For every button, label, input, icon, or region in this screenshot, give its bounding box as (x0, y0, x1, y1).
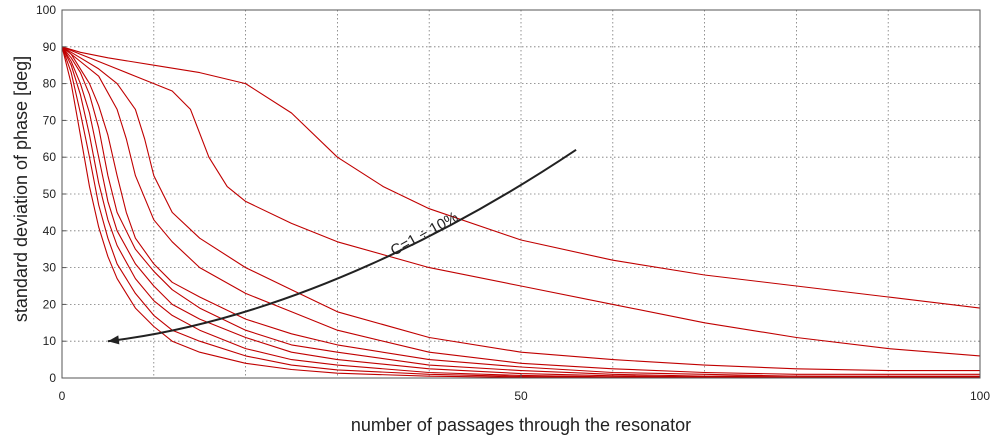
series-line-2 (61, 46, 981, 357)
annotation-arrow (107, 149, 577, 343)
y-tick-label: 90 (43, 40, 57, 54)
y-tick-label: 70 (43, 113, 57, 127)
y-tick-label: 40 (43, 224, 57, 238)
ticks: 0 10 20 30 40 50 60 70 80 90 100 0 50 100 (36, 3, 990, 403)
series-line-7 (61, 46, 980, 378)
y-tick-label: 80 (43, 77, 57, 91)
y-tick-label: 60 (43, 150, 57, 164)
y-tick-label: 0 (49, 371, 56, 385)
y-tick-label: 30 (43, 261, 57, 275)
series-line-1 (61, 46, 981, 309)
x-axis-title: number of passages through the resonator (351, 415, 691, 435)
y-axis-title: standard deviation of phase [deg] (11, 56, 31, 322)
series-line-4 (61, 46, 980, 375)
y-tick-label: 10 (43, 334, 57, 348)
y-tick-label: 20 (43, 297, 57, 311)
annotation-arrowhead (107, 335, 120, 345)
y-tick-label: 100 (36, 3, 56, 17)
series-line-5 (61, 46, 980, 377)
series-line-3 (61, 46, 980, 372)
y-tick-label: 50 (43, 187, 57, 201)
series-group (61, 46, 981, 379)
x-tick-label: 100 (970, 389, 990, 403)
x-tick-label: 50 (514, 389, 528, 403)
series-line-6 (61, 46, 980, 378)
x-tick-label: 0 (59, 389, 66, 403)
